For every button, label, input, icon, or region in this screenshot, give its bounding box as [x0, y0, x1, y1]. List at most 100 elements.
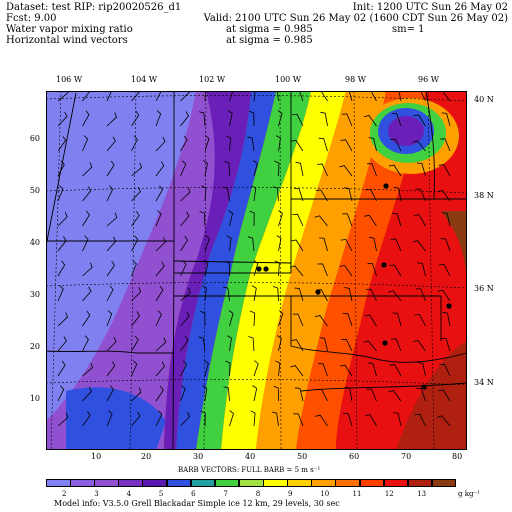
wind-barb	[319, 337, 328, 352]
forecast-hour: Fcst: 9.00	[6, 13, 57, 24]
wind-barb	[106, 185, 114, 202]
field1-level: at sigma = 0.985	[226, 24, 313, 35]
wind-barb	[180, 111, 189, 127]
wind-barb	[318, 137, 328, 152]
wind-barb	[251, 285, 257, 302]
field-band	[164, 91, 251, 450]
wind-barb	[343, 412, 353, 427]
wind-barb	[57, 236, 67, 252]
wind-barb	[180, 260, 187, 277]
wind-barb	[339, 165, 353, 177]
wind-barb	[202, 385, 208, 402]
wind-barb	[276, 235, 282, 252]
lat-label: 38 N	[474, 191, 494, 200]
colorbar-label: 9	[287, 490, 293, 498]
wind-barb	[273, 385, 279, 402]
wind-barb	[229, 91, 234, 102]
field-band	[221, 91, 346, 450]
wind-barb	[82, 362, 93, 377]
wind-barb	[320, 111, 328, 127]
lat-label: 36 N	[474, 284, 494, 293]
graticule-line	[46, 95, 467, 102]
wind-barb	[57, 111, 68, 127]
wind-barb	[180, 187, 191, 202]
colorbar-swatch	[94, 479, 119, 487]
grid-x-label: 60	[349, 452, 360, 461]
wind-barb	[413, 339, 426, 352]
wind-barb	[106, 385, 114, 402]
wind-barb	[226, 235, 232, 252]
colorbar-unit: g kg⁻¹	[458, 490, 480, 498]
wind-barb	[199, 211, 206, 227]
wind-barb	[412, 140, 426, 152]
city-marker	[446, 303, 452, 309]
wind-barb	[277, 110, 283, 127]
wind-barb	[292, 213, 304, 227]
wind-barb	[228, 210, 234, 227]
wind-barb	[439, 263, 451, 277]
wind-barb	[314, 315, 328, 327]
lon-label: 106 W	[56, 75, 83, 84]
grid-y-label: 20	[29, 342, 40, 351]
wind-barb	[180, 411, 190, 427]
wind-barb	[57, 160, 65, 177]
colorbar-label: 11	[352, 490, 362, 498]
wind-barb	[316, 289, 328, 302]
wind-barb	[131, 360, 138, 377]
wind-barb	[318, 363, 328, 377]
wind-barb	[155, 285, 164, 302]
wind-barb	[180, 160, 187, 177]
wind-barb	[131, 335, 139, 352]
wind-barb	[57, 260, 66, 277]
wind-barb	[180, 335, 189, 352]
wind-barb	[295, 161, 304, 177]
wind-barb	[82, 386, 92, 402]
state-border	[172, 91, 175, 450]
wind-barb	[106, 310, 113, 327]
wind-barb	[291, 339, 304, 352]
wind-barb	[278, 310, 284, 327]
city-marker	[256, 266, 262, 272]
field-band	[296, 91, 426, 450]
wind-barb	[131, 162, 142, 177]
wind-barb	[131, 211, 140, 227]
wind-barb	[155, 361, 165, 377]
wind-barb	[180, 385, 186, 402]
wind-barb	[106, 91, 112, 102]
wind-barb	[82, 286, 92, 302]
wind-barb	[420, 91, 426, 102]
wind-barb	[106, 136, 116, 152]
wind-barb	[391, 113, 402, 127]
wind-barb	[340, 139, 353, 152]
wind-barb	[440, 238, 451, 252]
wind-barb	[204, 360, 209, 377]
wind-barb	[342, 213, 353, 227]
wind-barb	[416, 388, 426, 402]
valid-time: Valid: 2100 UTC Sun 26 May 02 (1600 CDT …	[203, 13, 508, 24]
colorbar-label: 6	[191, 490, 196, 498]
grid-y-label: 60	[29, 134, 40, 143]
wind-barb	[293, 413, 304, 427]
wind-barb	[223, 386, 230, 402]
wind-barb	[415, 288, 426, 302]
colorbar-swatch	[431, 479, 457, 487]
grid-x-label: 10	[91, 452, 102, 461]
wind-barb	[391, 338, 402, 352]
wind-barb	[319, 237, 328, 252]
wind-barb	[314, 215, 328, 227]
wind-barb	[417, 262, 426, 277]
colorbar-swatch	[359, 479, 385, 487]
wind-barb	[364, 214, 377, 227]
wind-barbs	[57, 91, 451, 427]
wind-barb	[131, 235, 139, 252]
wind-barb	[155, 185, 163, 202]
wind-barb	[437, 190, 451, 202]
wind-barb	[277, 335, 282, 352]
wind-barb	[82, 162, 93, 177]
wind-barb	[441, 112, 451, 127]
lon-label: 98 W	[345, 75, 366, 84]
colorbar-label: 8	[255, 490, 261, 498]
grid-x-label: 20	[141, 452, 152, 461]
wind-barb	[442, 311, 451, 327]
wind-barb	[155, 110, 162, 127]
